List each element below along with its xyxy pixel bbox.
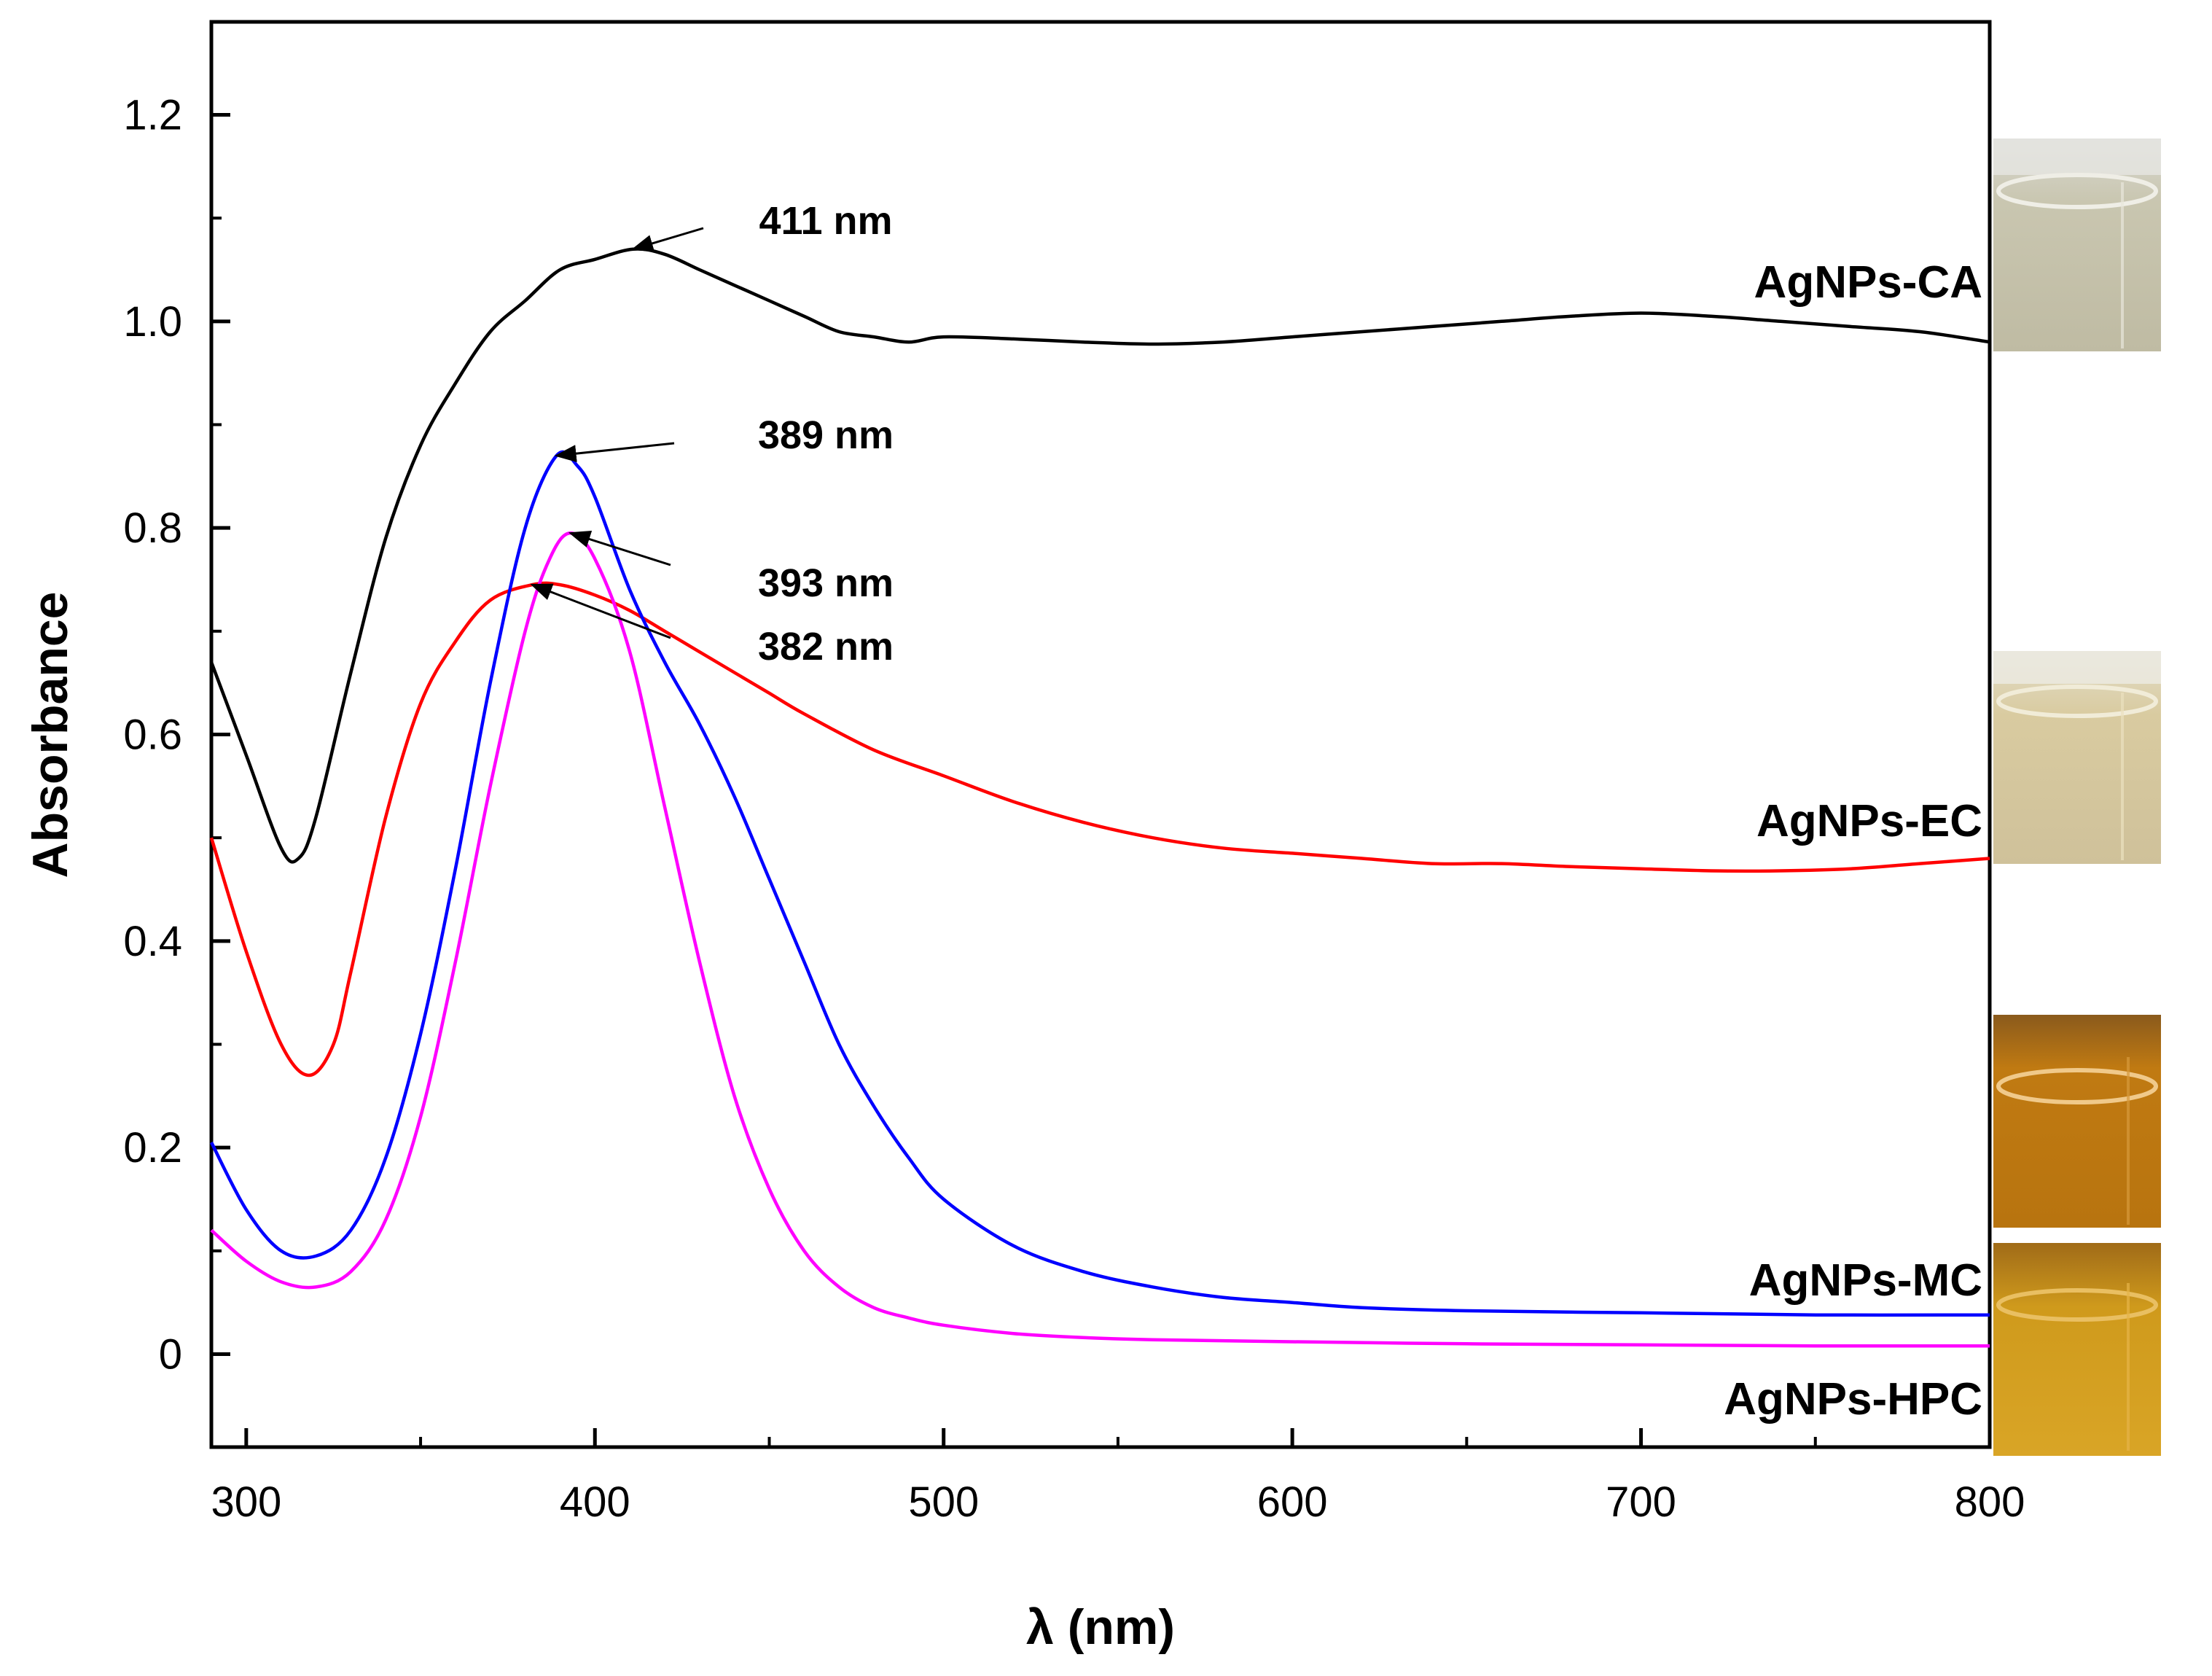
peak-arrow (554, 442, 675, 463)
series-label-ec: AgNPs-EC (1756, 796, 1982, 846)
peak-arrow (530, 583, 671, 639)
x-tick-label: 700 (1606, 1478, 1676, 1526)
series-line-agnps-hpc (210, 531, 1990, 1348)
y-tick-label: 0.6 (123, 712, 182, 759)
x-tick-label: 600 (1257, 1478, 1328, 1526)
y-tick-label: 0.8 (123, 504, 182, 552)
peak-arrow (568, 531, 671, 566)
ticks-layer: 300 400 500 600 700 800 0 0.2 0.4 0.6 0.8 1.0 1.2 (123, 92, 2025, 1527)
vial-photo-hpc (1993, 1243, 2161, 1456)
plot-frame (209, 20, 1992, 1449)
series-line-agnps-ca (209, 247, 1990, 864)
x-tick-label: 500 (908, 1478, 979, 1526)
series-label-ca: AgNPs-CA (1754, 257, 1982, 308)
y-tick-label: 0.2 (123, 1124, 182, 1172)
series-line-agnps-ec (209, 581, 1990, 1077)
y-tick-label: 0 (159, 1331, 182, 1379)
peak-label: 393 nm (758, 561, 894, 605)
x-axis-title: λ (nm) (1026, 1599, 1175, 1655)
series-label-hpc: AgNPs-HPC (1724, 1374, 1982, 1424)
peak-label: 382 nm (758, 625, 894, 669)
vial-photo-mc (1993, 1015, 2161, 1228)
peak-label: 411 nm (759, 199, 892, 243)
y-tick-label: 1.0 (123, 298, 182, 346)
x-tick-label: 800 (1955, 1478, 2025, 1526)
vial-photo-ec (1993, 651, 2161, 864)
x-tick-label: 400 (560, 1478, 630, 1526)
peak-arrow (631, 227, 704, 252)
vial-photo-ca (1993, 139, 2161, 351)
x-tick-label: 300 (211, 1478, 281, 1526)
peak-label: 389 nm (758, 413, 894, 457)
y-axis-title: Absorbance (23, 592, 78, 878)
series-layer (209, 247, 1990, 1348)
series-line-agnps-mc (210, 450, 1990, 1317)
y-tick-label: 0.4 (123, 918, 182, 965)
annotation-layer: 411 nm 389 nm 393 nm 382 nm (530, 199, 894, 669)
series-label-mc: AgNPs-MC (1749, 1255, 1982, 1306)
y-tick-label: 1.2 (123, 92, 182, 139)
